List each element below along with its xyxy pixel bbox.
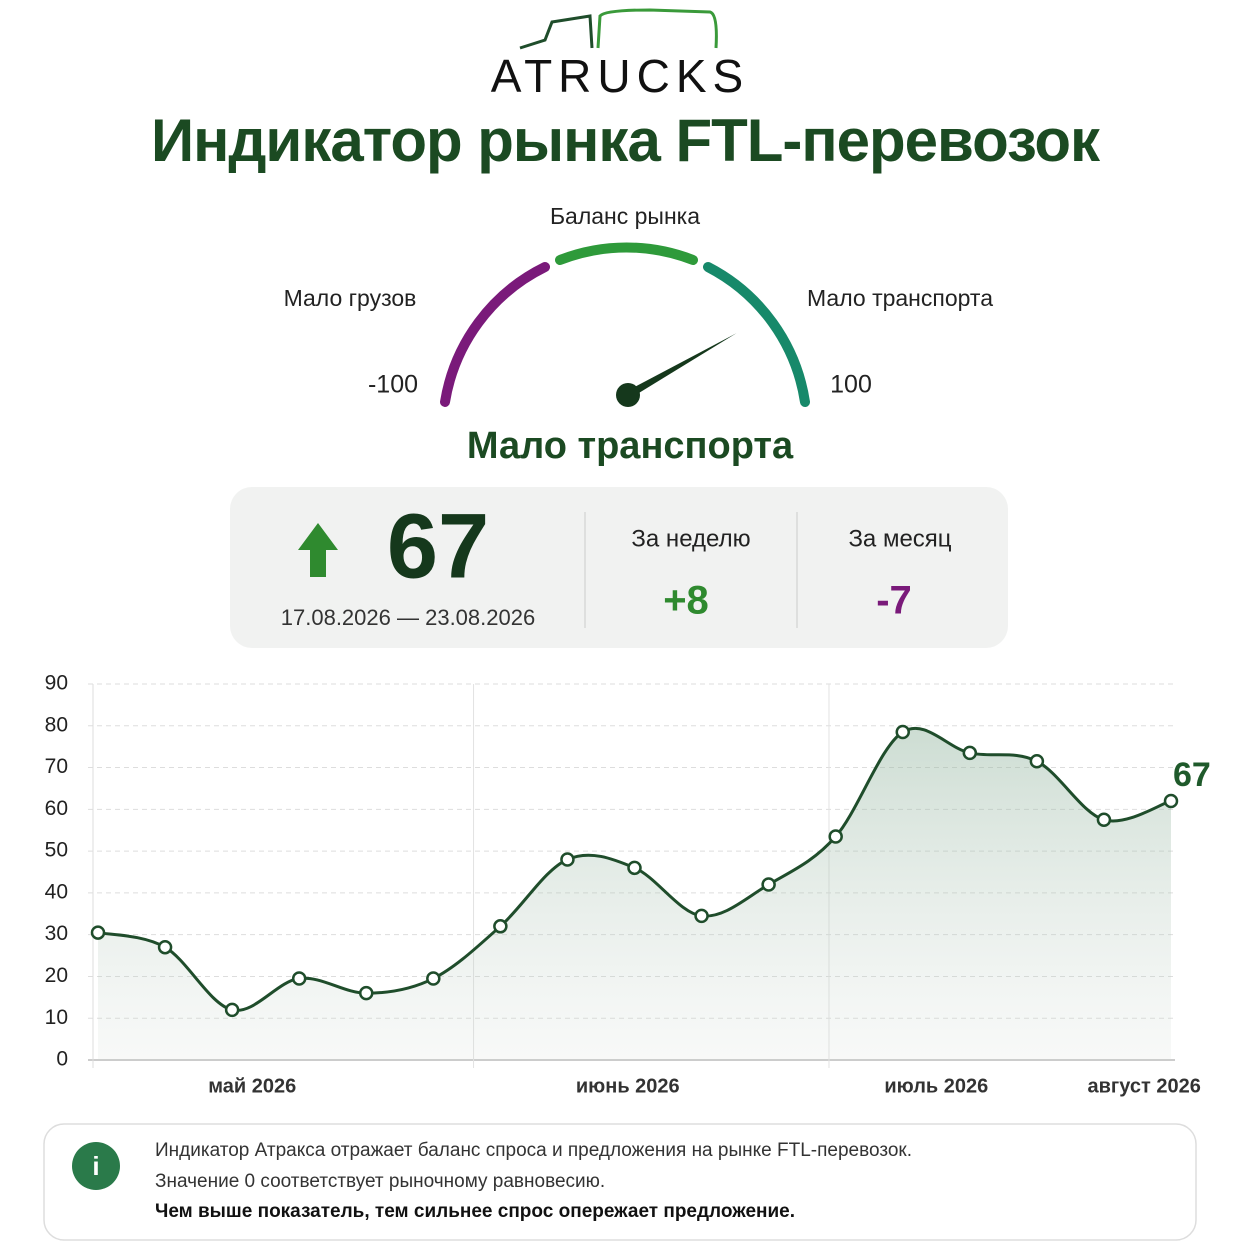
info-text: Значение 0 соответствует рыночному равно…	[155, 1171, 605, 1192]
up-arrow	[298, 523, 338, 577]
y-tick-label: 0	[56, 1048, 68, 1071]
info-text: Чем выше показатель, тем сильнее спрос о…	[155, 1201, 795, 1222]
point	[1163, 793, 1179, 809]
x-tick-label: август 2026	[1088, 1075, 1201, 1097]
y-tick-label: 30	[45, 922, 68, 945]
info-icon	[72, 1142, 120, 1190]
gauge-hub	[616, 383, 640, 407]
info-box	[43, 1123, 1197, 1241]
gauge-arc	[440, 242, 810, 407]
current-value-label: 67	[1173, 756, 1211, 794]
y-tick-label: 60	[45, 797, 68, 820]
point	[493, 919, 508, 934]
logo	[519, 8, 718, 50]
x-tick-label: май 2026	[208, 1075, 296, 1097]
stats-card	[230, 487, 1008, 648]
gauge-max: 100	[830, 371, 872, 399]
stats-label: За месяц	[848, 525, 951, 552]
point	[627, 860, 642, 876]
point	[1029, 754, 1045, 769]
y-tick-label: 40	[45, 880, 68, 903]
x-tick-label: июль 2026	[884, 1075, 988, 1097]
point	[694, 908, 709, 924]
logo-text: ATRUCKS	[491, 50, 749, 102]
y-tick-label: 70	[45, 755, 68, 778]
point	[828, 829, 843, 844]
info-icon-glyph: i	[92, 1151, 99, 1181]
point	[359, 985, 374, 1001]
point	[560, 852, 575, 867]
gauge-label: Мало транспорта	[807, 285, 993, 311]
point	[157, 939, 173, 955]
gauge-label: Баланс рынка	[550, 203, 700, 229]
point	[426, 971, 441, 986]
y-tick-label: 80	[45, 713, 68, 736]
info-text: Индикатор Атракса отражает баланс спроса…	[155, 1140, 912, 1161]
x-tick-label: июнь 2026	[576, 1075, 680, 1097]
point	[1096, 812, 1112, 828]
point	[90, 925, 106, 940]
stats-change: +8	[663, 579, 709, 623]
point	[224, 1002, 240, 1018]
gauge-label: Мало грузов	[284, 285, 417, 311]
point	[761, 877, 776, 892]
area	[98, 728, 1171, 1060]
gauge-needle	[626, 333, 737, 399]
y-tick-label: 90	[45, 672, 68, 695]
y-tick-label: 10	[45, 1006, 68, 1029]
stats-change: -7	[876, 579, 912, 623]
gauge-min: -100	[368, 371, 418, 399]
y-tick-label: 50	[45, 839, 68, 862]
y-tick-label: 20	[45, 964, 68, 987]
gauge-status: Мало транспорта	[467, 425, 794, 467]
stats-value: 67	[387, 495, 489, 597]
stats-period: 17.08.2026 — 23.08.2026	[281, 605, 535, 630]
title: Индикатор рынка FTL-перевозок	[151, 107, 1101, 174]
point	[291, 971, 307, 986]
stats-label: За неделю	[631, 525, 750, 552]
point	[962, 745, 978, 761]
point	[895, 724, 910, 740]
